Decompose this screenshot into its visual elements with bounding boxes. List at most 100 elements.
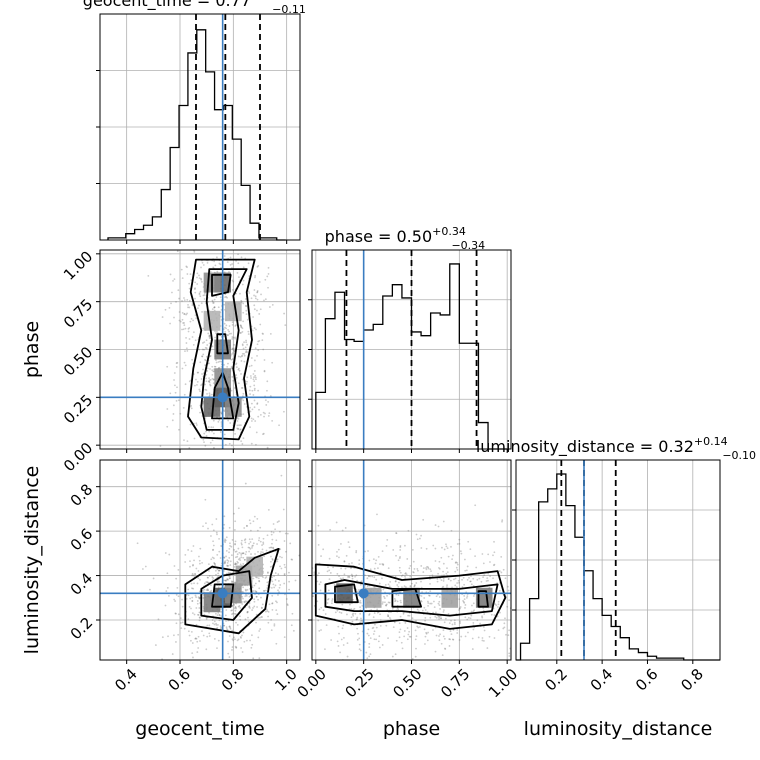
contour-level-4 <box>477 590 489 608</box>
sample-point <box>231 452 233 454</box>
sample-point <box>198 348 201 351</box>
sample-point <box>387 637 389 640</box>
sample-point <box>409 575 412 578</box>
sample-point <box>386 594 388 597</box>
sample-point <box>194 573 196 575</box>
density-layer <box>136 474 300 677</box>
sample-point <box>445 572 448 575</box>
sample-point <box>225 579 228 582</box>
sample-point <box>412 571 415 574</box>
y-tick-label-phase: 1.00 <box>60 247 96 283</box>
sample-point <box>201 561 203 564</box>
sample-point <box>348 562 351 565</box>
sample-point <box>178 428 180 431</box>
sample-point <box>228 237 230 239</box>
sample-point <box>425 568 428 571</box>
sample-point <box>408 614 411 617</box>
sample-point <box>191 587 193 590</box>
sample-point <box>266 446 269 449</box>
y-tick-label-phase: 0.00 <box>60 439 96 475</box>
sample-point <box>354 575 356 578</box>
sample-point <box>208 380 210 383</box>
sample-point <box>250 420 253 422</box>
sample-point <box>195 317 198 320</box>
sample-point <box>329 528 332 531</box>
sample-point <box>359 583 362 586</box>
sample-point <box>231 323 234 326</box>
sample-point <box>438 596 441 598</box>
sample-point <box>203 432 206 435</box>
sample-point <box>251 586 254 589</box>
sample-point <box>223 303 226 306</box>
sample-point <box>244 553 247 556</box>
sample-point <box>241 397 244 400</box>
sample-point <box>241 590 244 593</box>
sample-point <box>198 274 200 277</box>
sample-point <box>224 539 227 542</box>
sample-point <box>196 582 199 585</box>
sample-point <box>205 581 208 583</box>
sample-point <box>196 276 198 279</box>
sample-point <box>504 617 506 620</box>
sample-point <box>423 597 426 599</box>
sample-point <box>220 675 222 677</box>
sample-point <box>367 634 370 637</box>
sample-point <box>188 299 191 302</box>
sample-point <box>235 646 238 649</box>
sample-point <box>489 575 492 578</box>
sample-point <box>440 617 442 620</box>
sample-point <box>441 654 444 657</box>
sample-point <box>406 627 409 629</box>
sample-point <box>204 364 207 366</box>
sample-point <box>266 534 269 537</box>
sample-point <box>386 539 389 541</box>
sample-point <box>253 600 256 603</box>
sample-point <box>213 306 216 309</box>
sample-point <box>407 633 410 636</box>
sample-point <box>238 367 240 370</box>
sample-point <box>241 603 244 605</box>
sample-point <box>434 547 437 550</box>
sample-point <box>383 597 386 600</box>
sample-point <box>193 559 195 562</box>
sample-point <box>233 343 235 346</box>
sample-point <box>189 597 192 600</box>
sample-point <box>203 588 206 591</box>
sample-point <box>227 571 230 574</box>
sample-point <box>410 582 413 585</box>
sample-point <box>201 355 203 358</box>
sample-point <box>171 419 174 422</box>
sample-point <box>403 635 406 638</box>
sample-point <box>204 661 206 663</box>
sample-point <box>359 649 362 652</box>
sample-point <box>498 570 501 572</box>
sample-point <box>230 367 233 369</box>
sample-point <box>456 543 459 545</box>
sample-point <box>213 638 216 640</box>
sample-point <box>359 606 361 609</box>
sample-point <box>249 470 251 472</box>
sample-point <box>351 562 353 564</box>
sample-point <box>457 579 460 582</box>
sample-point <box>190 317 193 320</box>
sample-point <box>210 393 213 396</box>
sample-point <box>271 538 274 541</box>
sample-point <box>232 349 235 351</box>
sample-point <box>231 289 234 291</box>
sample-point <box>270 619 273 621</box>
sample-point <box>253 294 255 297</box>
sample-point <box>379 619 382 622</box>
sample-point <box>237 638 240 641</box>
sample-point <box>226 460 228 462</box>
sample-point <box>255 591 258 593</box>
sample-point <box>473 609 476 612</box>
sample-point <box>432 629 434 631</box>
sample-point <box>208 392 211 395</box>
sample-point <box>252 590 255 592</box>
contour-level-1 <box>200 268 248 431</box>
sample-point <box>254 582 257 585</box>
sample-point <box>188 380 191 383</box>
sample-point <box>226 296 229 299</box>
sample-point <box>220 411 222 414</box>
sample-point <box>266 581 269 584</box>
